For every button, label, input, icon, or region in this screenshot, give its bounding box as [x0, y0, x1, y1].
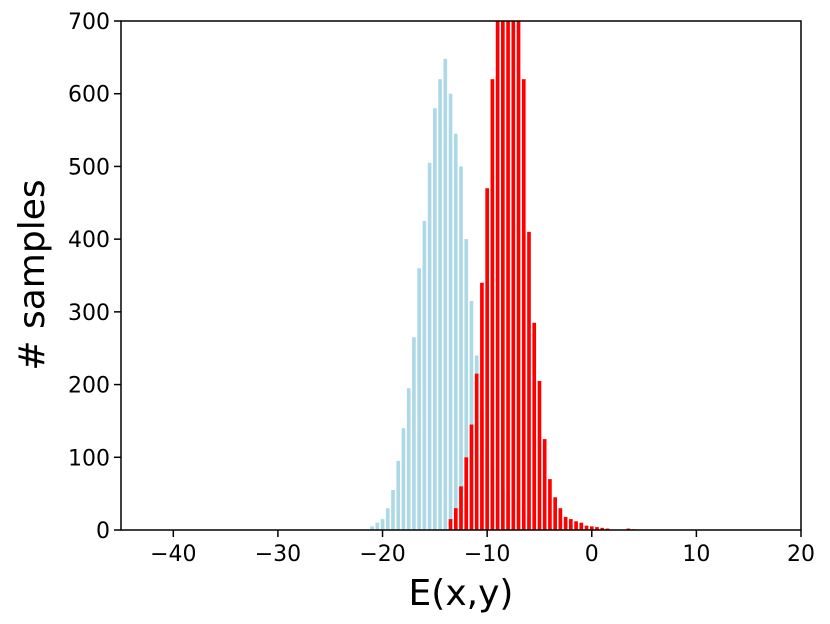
bar-series-0	[412, 337, 416, 530]
bars-group	[370, 21, 636, 531]
bar-series-1	[558, 508, 563, 530]
bar-series-0	[427, 162, 432, 531]
bar-series-1	[459, 486, 463, 530]
bar-series-0	[417, 268, 421, 530]
bar-series-1	[474, 373, 479, 530]
bar-series-1	[563, 516, 568, 530]
bar-series-1	[490, 79, 495, 531]
bar-series-1	[453, 508, 458, 530]
y-tick-label: 700	[68, 10, 110, 35]
bar-series-1	[569, 519, 573, 530]
bar-series-1	[589, 526, 594, 530]
bar-series-0	[438, 79, 442, 531]
bar-series-1	[511, 21, 516, 530]
x-axis-label: E(x,y)	[409, 573, 514, 614]
y-axis-label: # samples	[12, 179, 53, 370]
y-axis: 0 100 200 300 400 500 600 700	[68, 10, 121, 544]
bar-series-1	[579, 522, 584, 530]
bar-series-0	[385, 508, 390, 530]
x-tick-label: −20	[359, 542, 405, 567]
bar-series-1	[537, 380, 542, 530]
y-tick-label: 600	[68, 83, 110, 108]
y-tick-label: 400	[68, 228, 110, 253]
bar-series-1	[548, 479, 552, 530]
y-tick-label: 100	[68, 446, 110, 471]
plot-frame	[120, 20, 802, 531]
y-tick-label: 500	[68, 155, 110, 180]
x-tick-label: −10	[464, 542, 510, 567]
bar-series-1	[506, 21, 510, 530]
bar-series-1	[574, 521, 578, 530]
x-axis: −40 −30 −20 −10 0 10 20	[150, 530, 815, 567]
bar-series-1	[600, 527, 605, 530]
bar-series-0	[396, 460, 401, 530]
bar-series-1	[448, 519, 453, 530]
bar-series-1	[521, 79, 526, 531]
bar-series-0	[459, 166, 463, 530]
bar-series-1	[553, 497, 557, 530]
bar-series-0	[433, 108, 437, 530]
bar-series-1	[516, 21, 521, 530]
bar-series-0	[464, 239, 469, 530]
bar-series-1	[469, 424, 474, 530]
bar-series-0	[370, 526, 374, 530]
bar-series-0	[380, 519, 385, 530]
bar-series-0	[391, 490, 395, 530]
bar-series-1	[495, 21, 500, 530]
bar-series-1	[532, 322, 537, 530]
bar-series-1	[464, 457, 469, 530]
bar-series-1	[584, 525, 589, 530]
x-tick-label: 0	[585, 542, 599, 567]
x-tick-label: 10	[682, 542, 710, 567]
bar-series-1	[501, 21, 505, 530]
bar-series-0	[406, 388, 411, 530]
bar-series-1	[485, 188, 489, 531]
bar-series-1	[542, 439, 547, 530]
bar-series-0	[401, 428, 406, 530]
bar-series-0	[448, 93, 453, 531]
bar-series-0	[469, 300, 474, 530]
y-tick-label: 0	[96, 519, 110, 544]
x-tick-label: 20	[787, 542, 815, 567]
y-tick-label: 300	[68, 301, 110, 326]
bar-series-1	[527, 231, 531, 530]
y-tick-label: 200	[68, 374, 110, 399]
bar-series-1	[480, 282, 484, 530]
bar-series-0	[443, 58, 448, 531]
bar-series-0	[422, 220, 427, 530]
bar-series-0	[375, 522, 380, 530]
x-tick-label: −40	[150, 542, 196, 567]
bar-series-0	[453, 133, 458, 530]
x-tick-label: −30	[255, 542, 301, 567]
bar-series-1	[595, 527, 599, 530]
